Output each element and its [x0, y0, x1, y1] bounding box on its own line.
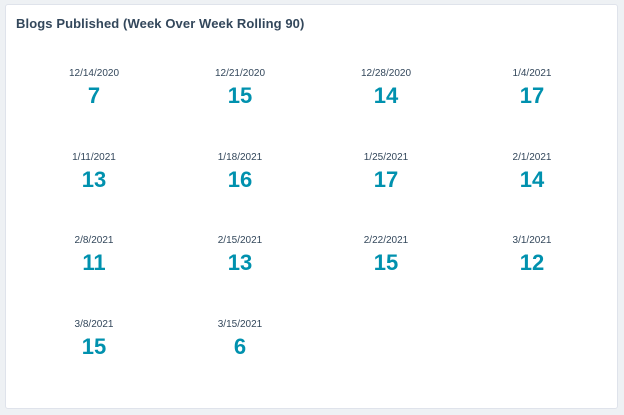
week-date-label: 12/28/2020	[360, 68, 412, 79]
week-date-label: 3/15/2021	[217, 318, 263, 330]
week-date-label: 2/15/2021	[217, 235, 263, 246]
blog-count-value: 15	[373, 250, 399, 275]
kpi-row: 2/8/2021 11 2/15/2021 13 2/22/2021 15 3/…	[6, 235, 590, 319]
kpi-cell: 12/21/2020 15	[180, 68, 300, 108]
week-date-label: 3/8/2021	[74, 318, 114, 330]
blog-count-value: 15	[81, 333, 107, 359]
blog-count-value: 13	[227, 250, 253, 275]
blog-count-value: 14	[373, 83, 399, 108]
kpi-cell: 1/25/2021 17	[326, 152, 446, 192]
report-title: Blogs Published (Week Over Week Rolling …	[16, 16, 305, 31]
blog-count-value: 16	[227, 166, 253, 192]
kpi-cell: 2/8/2021 11	[34, 235, 154, 275]
kpi-cell: 12/14/2020 7	[34, 68, 154, 108]
week-date-label: 1/25/2021	[363, 151, 409, 163]
week-date-label: 1/4/2021	[512, 68, 552, 79]
week-date-label: 1/18/2021	[217, 151, 263, 163]
kpi-grid: 12/14/2020 7 12/21/2020 15 12/28/2020 14…	[6, 68, 590, 402]
blog-count-value: 13	[81, 166, 107, 192]
blog-count-value: 12	[519, 250, 545, 275]
report-card: Blogs Published (Week Over Week Rolling …	[5, 4, 618, 409]
blog-count-value: 17	[519, 83, 545, 108]
kpi-cell: 2/22/2021 15	[326, 235, 446, 275]
week-date-label: 12/14/2020	[68, 68, 120, 79]
kpi-cell: 3/15/2021 6	[180, 319, 300, 359]
kpi-cell: 1/11/2021 13	[34, 152, 154, 192]
kpi-cell: 12/28/2020 14	[326, 68, 446, 108]
kpi-cell: 1/4/2021 17	[472, 68, 592, 108]
kpi-cell: 3/8/2021 15	[34, 319, 154, 359]
kpi-row: 1/11/2021 13 1/18/2021 16 1/25/2021 17 2…	[6, 152, 590, 236]
kpi-cell: 1/18/2021 16	[180, 152, 300, 192]
kpi-cell: 3/1/2021 12	[472, 235, 592, 275]
blog-count-value: 15	[227, 83, 253, 108]
kpi-cell: 2/1/2021 14	[472, 152, 592, 192]
kpi-row: 12/14/2020 7 12/21/2020 15 12/28/2020 14…	[6, 68, 590, 152]
week-date-label: 3/1/2021	[512, 235, 552, 246]
blog-count-value: 14	[519, 166, 545, 192]
week-date-label: 12/21/2020	[214, 68, 266, 79]
kpi-cell: 2/15/2021 13	[180, 235, 300, 275]
blog-count-value: 17	[373, 166, 399, 192]
week-date-label: 2/1/2021	[512, 151, 552, 163]
blog-count-value: 6	[233, 333, 247, 359]
week-date-label: 2/22/2021	[363, 235, 409, 246]
week-date-label: 2/8/2021	[74, 235, 114, 246]
kpi-row: 3/8/2021 15 3/15/2021 6	[6, 319, 590, 403]
blog-count-value: 11	[82, 250, 106, 275]
blog-count-value: 7	[87, 83, 101, 108]
week-date-label: 1/11/2021	[72, 151, 116, 163]
